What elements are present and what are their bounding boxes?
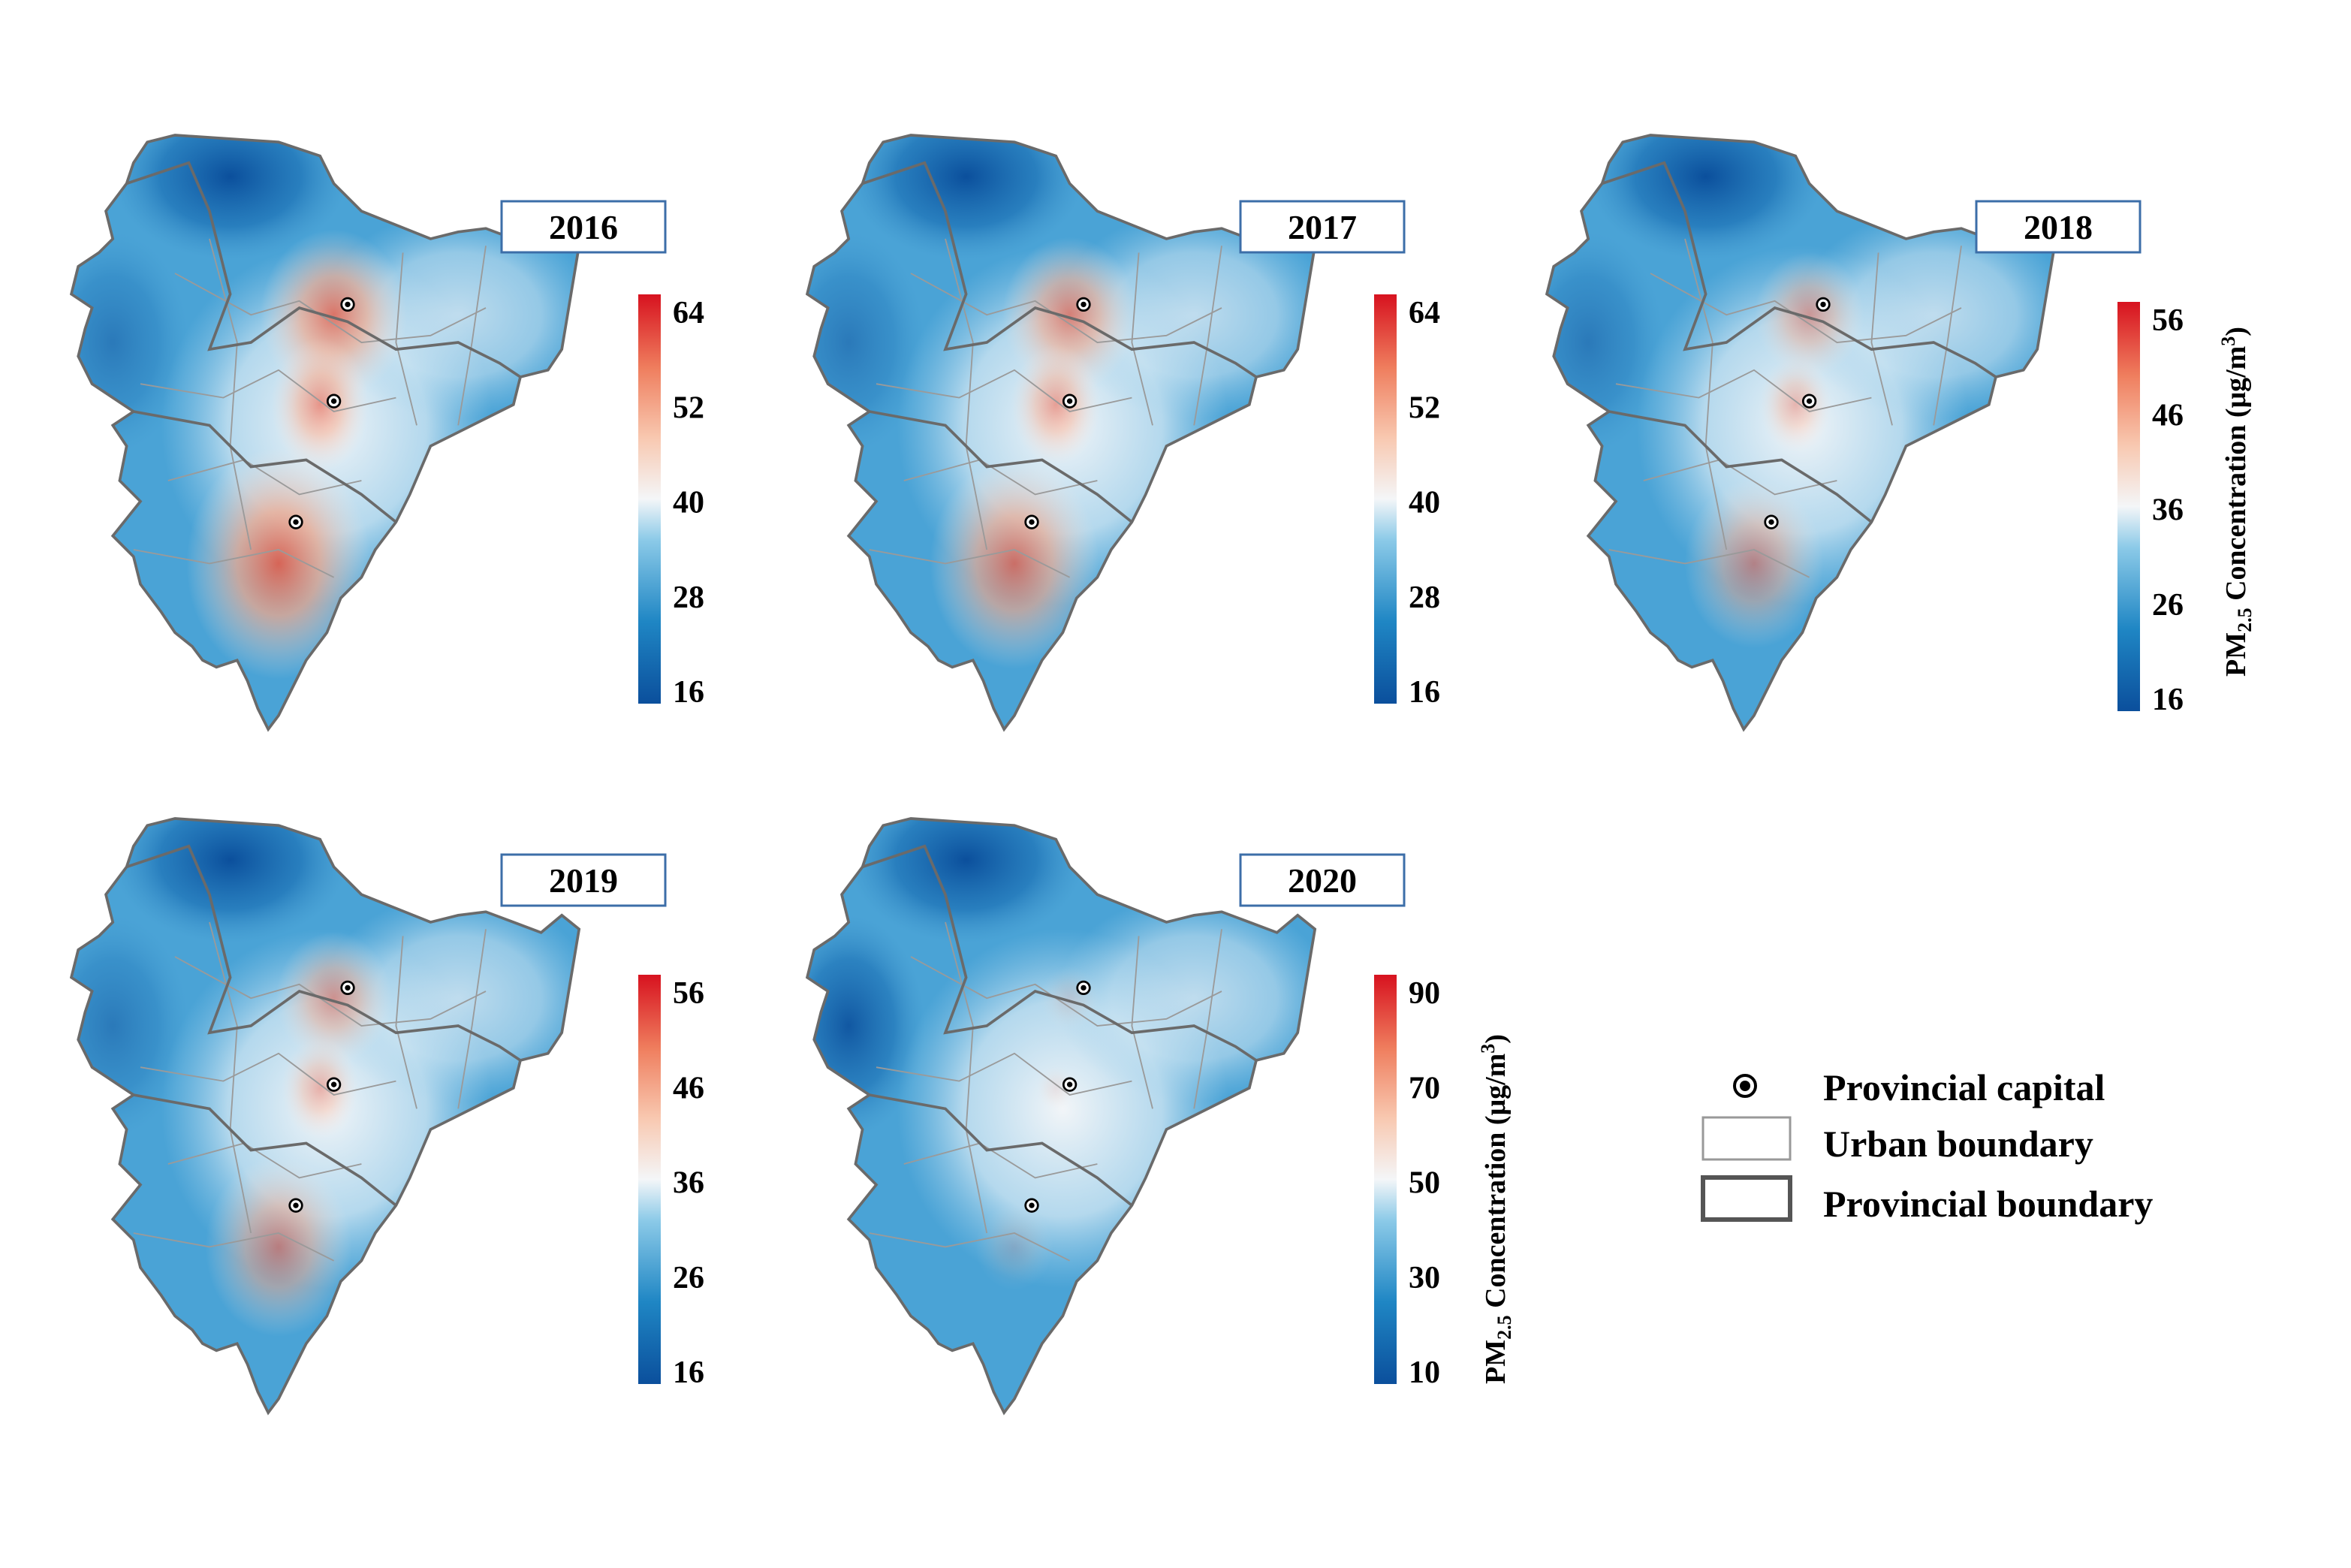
year-label: 2018 (1975, 200, 2142, 254)
provincial-boundary-swatch (1701, 1175, 1792, 1222)
colorbar-tick-label: 52 (1409, 390, 1440, 425)
year-text: 2017 (1288, 208, 1357, 246)
colorbar-tick-label: 64 (1409, 296, 1440, 330)
year-label: 2019 (500, 853, 667, 907)
colorbar-tick-label: 70 (1409, 1071, 1440, 1105)
colorbar-tick-label: 64 (673, 296, 704, 330)
map-legend: Provincial capital Urban boundary Provin… (1701, 1066, 2153, 1225)
region-map (1545, 134, 2057, 731)
map-panel-2018: 2018 56 46 36 26 16 PM2.5 Concentration (μg/m3… (1545, 134, 2256, 731)
year-label: 2017 (1239, 200, 1406, 254)
year-text: 2018 (2024, 208, 2093, 246)
colorbar: 64 52 40 28 16 (638, 294, 704, 710)
colorbar-tick-label: 56 (673, 976, 704, 1011)
colorbar-tick-label: 40 (673, 486, 704, 520)
colorbar-tick-label: 10 (1409, 1355, 1440, 1390)
colorbar-tick-label: 26 (2152, 588, 2184, 623)
colorbar-tick-label: 56 (2152, 303, 2184, 338)
map-panel-2016: 2016 64 52 40 28 16 (70, 134, 704, 731)
legend-urban-label: Urban boundary (1823, 1123, 2093, 1165)
colorbar: 64 52 40 28 16 (1374, 294, 1440, 710)
colorbar-title: PM2.5 Concentration (μg/m3) (1477, 1034, 1515, 1384)
colorbar-tick-label: 36 (673, 1166, 704, 1201)
colorbar-tick-label: 30 (1409, 1261, 1440, 1295)
colorbar: 56 46 36 26 16 (638, 975, 704, 1390)
region-map (806, 134, 1317, 731)
colorbar-tick-label: 40 (1409, 486, 1440, 520)
colorbar-tick-label: 16 (2152, 683, 2184, 717)
colorbar-tick-label: 46 (2152, 398, 2184, 433)
provincial-capital-legend-item: Provincial capital (1733, 1066, 2105, 1108)
colorbar-tick-label: 36 (2152, 493, 2184, 528)
provincial-boundary-legend-item: Provincial boundary (1701, 1175, 2153, 1225)
year-text: 2019 (549, 861, 618, 900)
colorbar-tick-label: 26 (673, 1261, 704, 1295)
legend-provincial-label: Provincial boundary (1823, 1183, 2153, 1225)
colorbar-tick-label: 90 (1409, 976, 1440, 1011)
year-label: 2020 (1239, 853, 1406, 907)
colorbar-tick-label: 52 (673, 390, 704, 425)
colorbar-tick-label: 46 (673, 1071, 704, 1105)
region-map (70, 134, 581, 731)
region-map (806, 817, 1317, 1415)
year-label: 2016 (500, 200, 667, 254)
colorbar-tick-label: 28 (673, 580, 704, 615)
map-panel-2020: 2020 90 70 50 30 10 PM2.5 Concentration (μg/m3… (806, 817, 1515, 1415)
urban-boundary-legend-item: Urban boundary (1701, 1116, 2093, 1165)
legend-capital-label: Provincial capital (1823, 1066, 2105, 1108)
colorbar: 90 70 50 30 10 PM2.5 Concentration (μg/m3) (1374, 975, 1515, 1390)
region-map (70, 817, 581, 1415)
colorbar-title: PM2.5 Concentration (μg/m3) (2217, 327, 2256, 677)
colorbar-tick-label: 16 (673, 1355, 704, 1390)
year-text: 2016 (549, 208, 618, 246)
year-text: 2020 (1288, 861, 1357, 900)
urban-boundary-swatch (1701, 1116, 1792, 1161)
colorbar-tick-label: 16 (1409, 675, 1440, 710)
colorbar-tick-label: 16 (673, 675, 704, 710)
colorbar: 56 46 36 26 16 PM2.5 Concentration (μg/m3) (2117, 302, 2256, 717)
colorbar-tick-label: 28 (1409, 580, 1440, 615)
colorbar-tick-label: 50 (1409, 1166, 1440, 1201)
map-panel-2017: 2017 64 52 40 28 16 (806, 134, 1440, 731)
map-panel-2019: 2019 56 46 36 26 16 (70, 817, 704, 1415)
